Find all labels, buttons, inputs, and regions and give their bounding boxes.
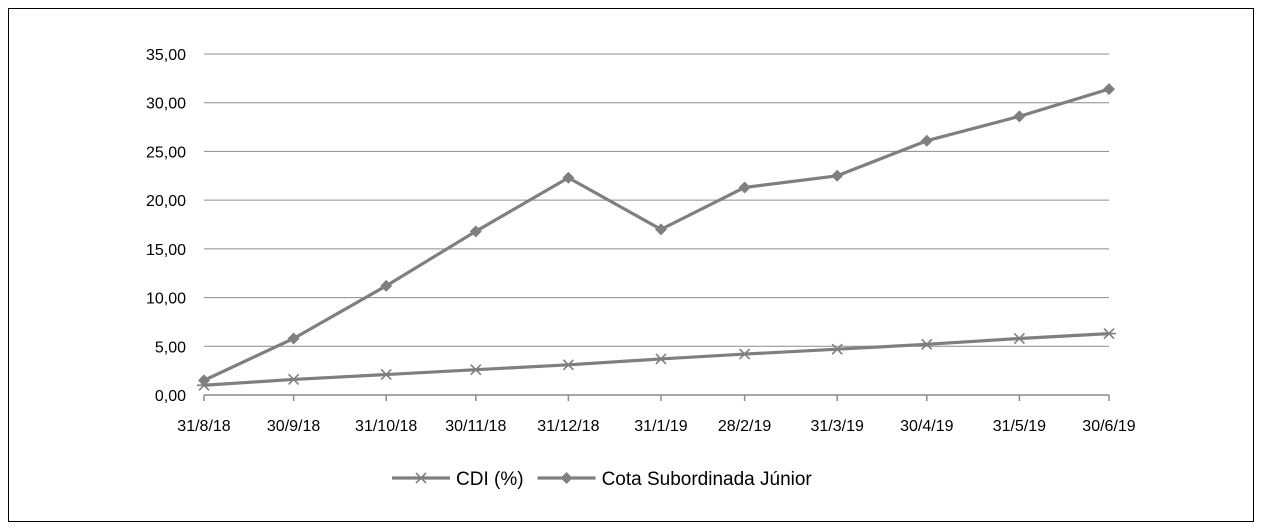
x-tick-label: 31/1/19	[634, 418, 687, 435]
y-tick-label: 20,00	[146, 193, 186, 210]
y-tick-label: 25,00	[146, 144, 186, 161]
legend-marker	[560, 472, 573, 484]
data-point	[561, 359, 576, 371]
y-tick-label: 5,00	[155, 339, 186, 356]
data-point	[653, 353, 668, 365]
y-axis-tick-labels: 0,00 5,00 10,00 15,00 20,00 25,00 30,00 35,00	[146, 47, 186, 405]
y-tick-label: 35,00	[146, 47, 186, 64]
x-tick-label: 28/2/19	[718, 418, 771, 435]
x-tick-label: 31/5/19	[993, 418, 1046, 435]
x-axis	[203, 394, 1110, 401]
y-tick-label: 10,00	[146, 291, 186, 308]
legend-item: Cota Subordinada Júnior	[537, 469, 813, 490]
x-tick-label: 30/11/18	[445, 418, 506, 435]
y-tick-label: 30,00	[146, 96, 186, 113]
data-point	[1013, 110, 1026, 123]
data-point	[287, 332, 300, 345]
x-axis-tick-labels: 31/8/18 30/9/18 31/10/18 30/11/18 31/12/18 31…	[177, 418, 1135, 435]
data-point	[830, 343, 845, 355]
data-point	[562, 171, 575, 184]
series-line	[203, 87, 1110, 382]
series-cota-subordinada-junior	[198, 83, 1115, 387]
data-point	[654, 223, 667, 236]
data-point	[468, 364, 483, 376]
grid-lines	[204, 53, 1109, 347]
x-tick-label: 31/3/19	[811, 418, 864, 435]
legend-item: CDI (%)	[392, 469, 524, 490]
data-point	[379, 368, 394, 381]
legend-marker	[414, 472, 428, 484]
data-point	[738, 181, 751, 194]
x-tick-label: 30/9/18	[267, 418, 320, 435]
y-tick-label: 15,00	[146, 242, 186, 259]
data-point	[198, 374, 210, 387]
x-tick-label: 31/8/18	[177, 418, 230, 435]
legend-label: Cota Subordinada Júnior	[602, 469, 813, 490]
data-point	[1103, 83, 1115, 96]
data-point	[1102, 328, 1116, 340]
legend-label: CDI (%)	[456, 469, 524, 490]
x-tick-label: 30/4/19	[900, 418, 953, 435]
data-point	[469, 225, 482, 238]
x-tick-label: 31/10/18	[355, 418, 417, 435]
y-tick-label: 0,00	[155, 388, 186, 405]
legend: CDI (%) Cota Subordinada Júnior	[392, 469, 812, 490]
series-group	[197, 83, 1116, 391]
x-tick-label: 31/12/18	[537, 418, 599, 435]
data-point	[831, 169, 844, 182]
x-tick-label: 30/6/19	[1082, 418, 1135, 435]
data-point	[1012, 332, 1027, 345]
data-point	[380, 279, 393, 292]
data-point	[737, 348, 752, 360]
data-point	[919, 338, 934, 350]
data-point	[920, 134, 933, 147]
data-point	[286, 373, 301, 386]
series-cdi	[197, 328, 1116, 391]
chart-frame	[8, 8, 1254, 522]
